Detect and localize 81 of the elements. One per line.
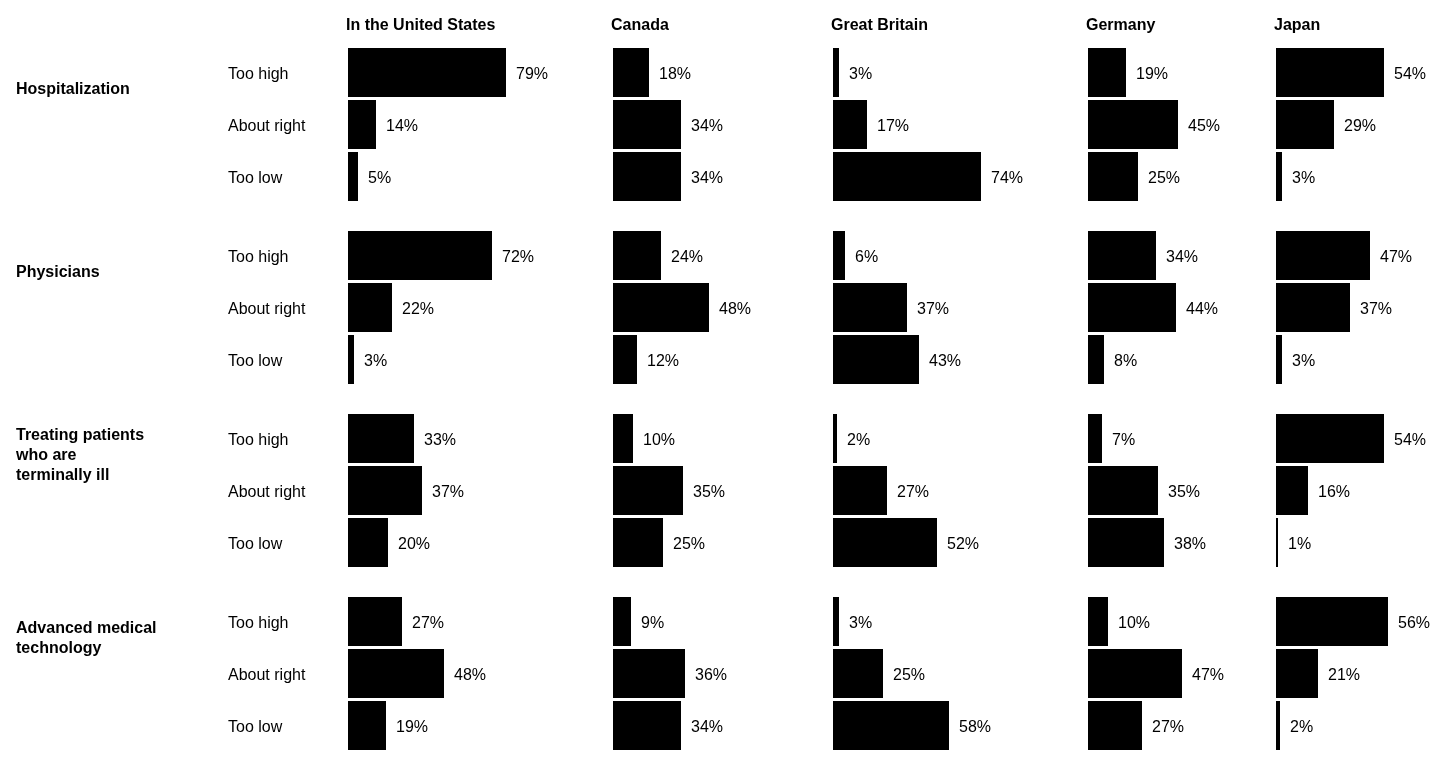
data-label: 36% [695,665,728,683]
data-label: 1% [1288,534,1312,552]
y-tick-label: Too low [228,717,283,735]
y-tick-label: About right [228,482,306,500]
data-label: 48% [719,299,752,317]
data-label: 10% [1118,613,1151,631]
data-label: 52% [947,534,980,552]
data-label: 43% [929,351,962,369]
y-tick-label: Too low [228,351,283,369]
y-tick-label: Too high [228,430,289,448]
data-label: 34% [691,116,724,134]
data-label: 8% [1114,351,1138,369]
data-label: 33% [424,430,457,448]
data-label: 3% [849,64,873,82]
data-label: 3% [849,613,873,631]
y-tick-label: Too high [228,247,289,265]
y-tick-label: About right [228,299,306,317]
text: Treating patients who are terminally ill [15,426,145,483]
data-label: 3% [364,351,388,369]
data-label: 3% [1292,351,1316,369]
data-label: 58% [959,717,992,735]
data-label: 25% [1148,168,1181,186]
data-label: 27% [412,613,445,631]
data-label: 48% [454,665,487,683]
y-tick-label: Too high [228,613,289,631]
data-label: 25% [673,534,706,552]
data-label: 34% [1166,247,1199,265]
data-label: 29% [1344,116,1377,134]
data-label: 47% [1192,665,1225,683]
data-label: 7% [1112,430,1136,448]
data-label: 34% [691,717,724,735]
data-label: 3% [1292,168,1316,186]
data-label: 14% [386,116,419,134]
y-tick-label: Too low [228,534,283,552]
data-label: 2% [847,430,871,448]
chart-title: Germany [1086,16,1156,33]
data-label: 27% [897,482,930,500]
data-label: 12% [647,351,680,369]
data-label: 6% [855,247,879,265]
data-label: 37% [432,482,465,500]
data-label: 54% [1394,430,1427,448]
data-label: 22% [402,299,435,317]
data-label: 5% [368,168,392,186]
chart-title: Great Britain [831,16,928,33]
chart-title: Japan [1274,16,1321,33]
y-tick-label: About right [228,665,306,683]
text: Physicians [16,263,100,280]
data-label: 47% [1380,247,1413,265]
data-label: 21% [1328,665,1361,683]
data-label: 38% [1174,534,1207,552]
data-label: 54% [1394,64,1427,82]
data-label: 18% [659,64,692,82]
data-label: 34% [691,168,724,186]
data-label: 74% [991,168,1024,186]
data-label: 79% [516,64,549,82]
data-label: 35% [693,482,726,500]
data-label: 20% [398,534,431,552]
data-label: 16% [1318,482,1351,500]
y-tick-label: About right [228,116,306,134]
data-label: 9% [641,613,665,631]
data-label: 45% [1188,116,1221,134]
data-label: 44% [1186,299,1219,317]
data-label: 27% [1152,717,1185,735]
chart-title: In the United States [346,16,496,33]
data-label: 35% [1168,482,1201,500]
data-label: 25% [893,665,926,683]
data-label: 19% [396,717,429,735]
data-label: 19% [1136,64,1169,82]
data-label: 17% [877,116,910,134]
data-label: 56% [1398,613,1431,631]
data-label: 37% [917,299,950,317]
chart-title: Canada [611,16,669,33]
data-label: 10% [643,430,676,448]
text: Hospitalization [16,80,130,97]
text: Advanced medical technology [16,619,157,656]
y-tick-label: Too low [228,168,283,186]
data-label: 72% [502,247,535,265]
data-label: 24% [671,247,704,265]
data-label: 2% [1290,717,1314,735]
data-label: 37% [1360,299,1393,317]
y-tick-label: Too high [228,64,289,82]
